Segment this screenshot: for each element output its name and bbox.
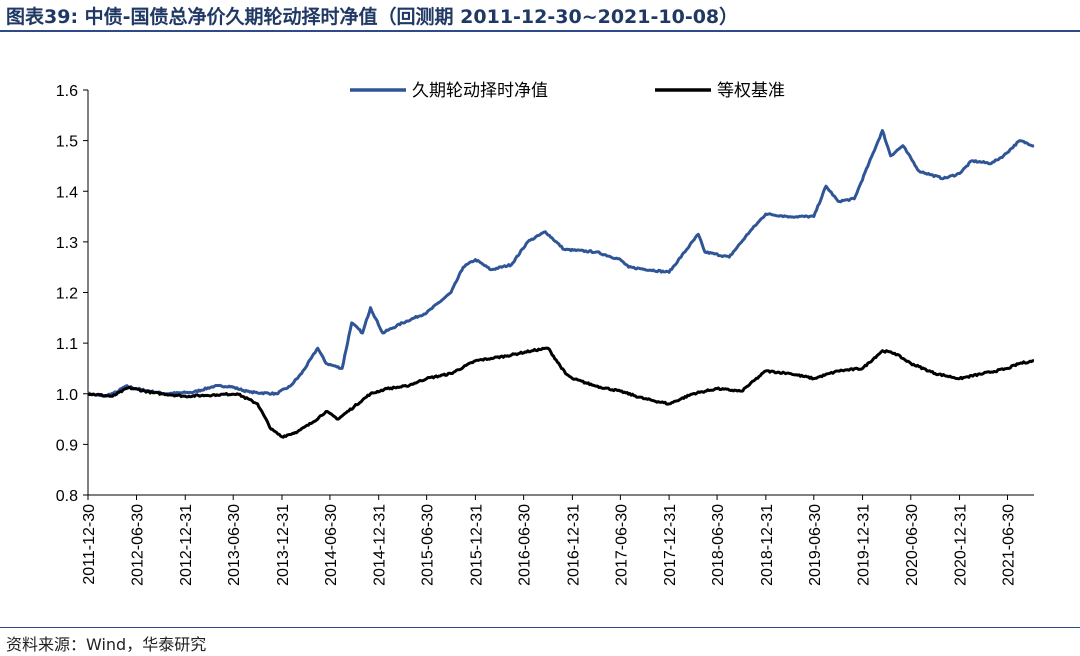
x-tick-label: 2017-12-31: [662, 504, 679, 586]
x-tick-label: 2019-12-31: [856, 504, 873, 586]
x-axis: 2011-12-30 2012-06-30 2012-12-31 2013-06-30…: [81, 494, 1034, 586]
x-tick-label: 2014-06-30: [323, 504, 340, 586]
x-tick-label: 2020-12-31: [953, 504, 970, 586]
x-tick-label: 2021-06-30: [1001, 504, 1018, 586]
x-tick-label: 2012-06-30: [129, 504, 146, 586]
x-tick-label: 2012-12-31: [178, 504, 195, 586]
x-tick-label: 2016-12-31: [565, 504, 582, 586]
x-tick-label: 2013-12-31: [275, 504, 292, 586]
source-note: 资料来源：Wind，华泰研究: [6, 635, 207, 654]
x-tick-label: 2013-06-30: [226, 504, 243, 586]
x-tick-label: 2020-06-30: [904, 504, 921, 586]
y-axis: 0.8 0.9 1.0 1.1 1.2 1.3 1.4 1.5 1.6: [56, 83, 89, 505]
series-lines: [87, 129, 1035, 439]
x-tick-label: 2011-12-30: [81, 504, 98, 585]
x-tick-label: 2014-12-31: [372, 504, 389, 586]
x-tick-label: 2015-06-30: [420, 504, 437, 586]
legend: 久期轮动择时净值 等权基准: [350, 81, 785, 101]
y-tick-label: 1.1: [56, 336, 78, 353]
footer-rule: [0, 627, 1080, 628]
title-rule: [0, 30, 1080, 32]
y-tick-label: 0.9: [56, 437, 78, 454]
y-tick-label: 1.3: [56, 235, 78, 252]
legend-label-1: 等权基准: [717, 81, 785, 101]
series-line-1: [87, 346, 1035, 439]
x-tick-label: 2017-06-30: [613, 504, 630, 586]
line-chart: 0.80.91.01.11.21.31.41.51.6 2011-12-30 20…: [56, 81, 1035, 586]
y-tick-label: 1.2: [56, 286, 78, 303]
figure-title: 图表39: 中债-国债总净价久期轮动择时净值（回测期 2011-12-30~20…: [6, 6, 739, 28]
x-tick-label: 2016-06-30: [517, 504, 534, 586]
series-line-0: [87, 129, 1035, 398]
x-tick-label: 2015-12-31: [468, 504, 485, 586]
y-tick-label: 1.6: [56, 83, 78, 100]
x-tick-label: 2018-06-30: [710, 504, 727, 586]
legend-label-0: 久期轮动择时净值: [412, 81, 548, 101]
x-tick-label: 2019-06-30: [807, 504, 824, 586]
y-tick-label: 1.4: [56, 184, 78, 201]
x-tick-label: 2018-12-31: [759, 504, 776, 586]
y-tick-label: 1.0: [56, 387, 78, 404]
y-tick-label: 0.8: [56, 488, 78, 505]
y-tick-label: 1.5: [56, 134, 78, 151]
